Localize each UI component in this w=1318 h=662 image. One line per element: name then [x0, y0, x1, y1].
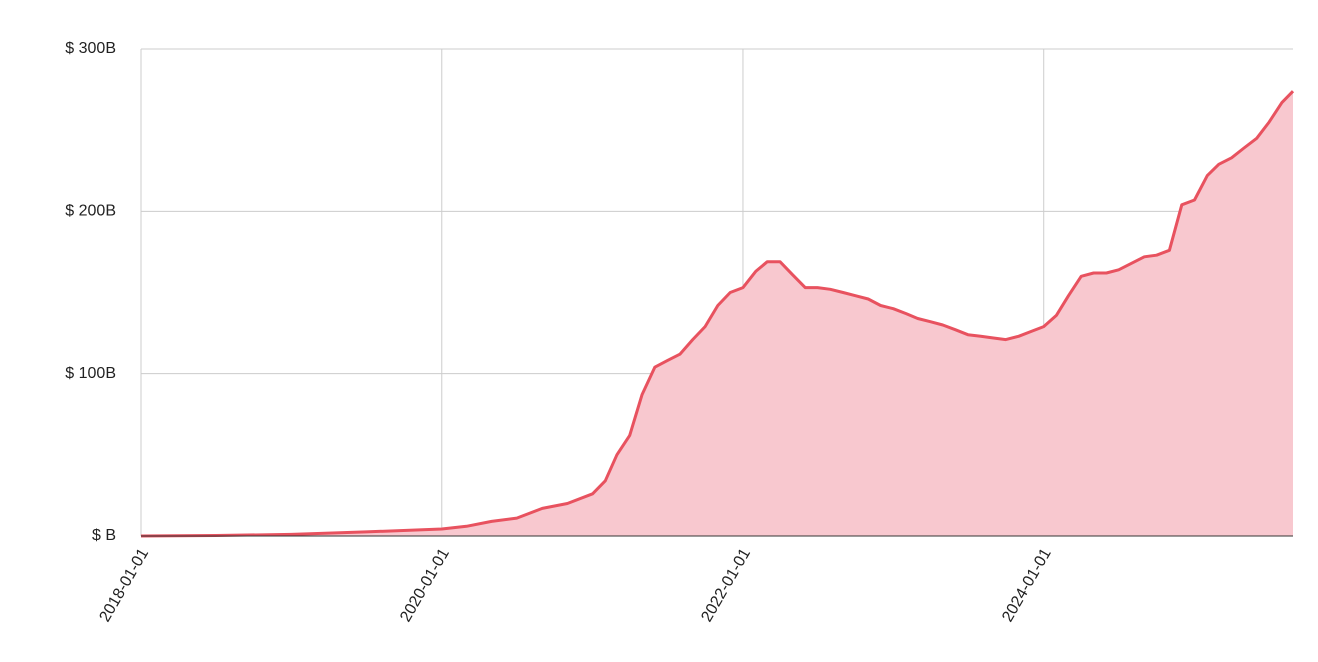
x-tick-label: 2020-01-01: [397, 546, 453, 625]
x-tick-label: 2018-01-01: [96, 546, 152, 625]
y-tick-label: $ B: [92, 527, 116, 544]
x-tick-label: 2024-01-01: [999, 546, 1055, 625]
y-tick-label: $ 300B: [65, 40, 116, 57]
area-line: [140, 90, 1295, 538]
y-tick-label: $ 200B: [65, 203, 116, 220]
x-tick-label: 2022-01-01: [698, 546, 754, 625]
area-fill: [141, 91, 1293, 536]
y-tick-label: $ 100B: [65, 365, 116, 382]
